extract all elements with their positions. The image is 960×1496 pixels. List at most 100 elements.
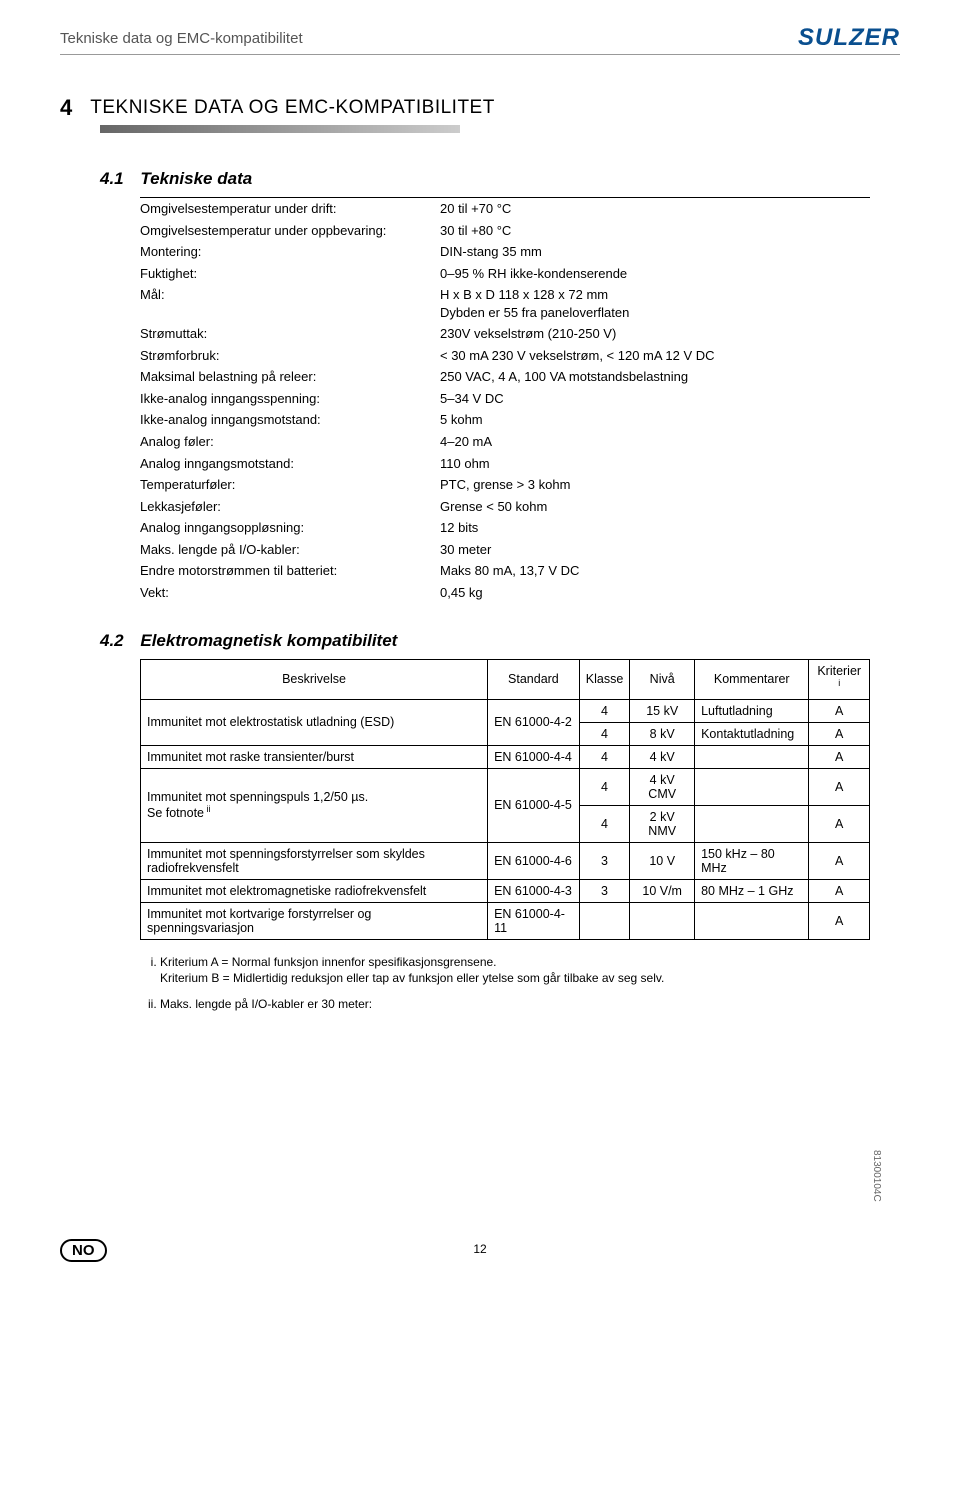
emc-kriterier-cell: A [809,722,870,745]
spec-label: Ikke-analog inngangsmotstand: [140,411,440,429]
emc-row: Immunitet mot spenningspuls 1,2/50 µs.Se… [141,768,870,805]
spec-label: Omgivelsestemperatur under drift: [140,200,440,218]
emc-description-cell: Immunitet mot spenningsforstyrrelser som… [141,842,488,879]
emc-standard-cell: EN 61000-4-11 [488,902,580,939]
spec-value: 230V vekselstrøm (210-250 V) [440,325,870,343]
emc-kommentar-cell: Kontaktutladning [695,722,809,745]
emc-description-cell: Immunitet mot kortvarige forstyrrelser o… [141,902,488,939]
emc-niva-cell: 4 kV CMV [630,768,695,805]
emc-kommentar-cell: 80 MHz – 1 GHz [695,879,809,902]
spec-row: Ikke-analog inngangsspenning:5–34 V DC [140,388,870,410]
emc-header-cell: Kriterier i [809,660,870,699]
emc-niva-cell: 10 V [630,842,695,879]
chapter-heading: 4 TEKNISKE DATA OG EMC-KOMPATIBILITET [60,95,900,121]
emc-row: Immunitet mot raske transienter/burstEN … [141,745,870,768]
spec-row: Vekt:0,45 kg [140,582,870,604]
section-4-2-num: 4.2 [100,631,124,650]
emc-standard-cell: EN 61000-4-4 [488,745,580,768]
spec-label: Fuktighet: [140,265,440,283]
emc-klasse-cell: 4 [579,699,630,722]
document-id: 81300104C [871,1150,882,1202]
emc-klasse-cell: 4 [579,745,630,768]
spec-value: H x B x D 118 x 128 x 72 mmDybden er 55 … [440,286,870,321]
spec-row: Lekkasjeføler:Grense < 50 kohm [140,496,870,518]
emc-standard-cell: EN 61000-4-2 [488,699,580,745]
spec-row: Analog føler:4–20 mA [140,431,870,453]
spec-label: Analog inngangsmotstand: [140,455,440,473]
spec-value: 250 VAC, 4 A, 100 VA motstandsbelastning [440,368,870,386]
emc-kriterier-cell: A [809,745,870,768]
emc-standard-cell: EN 61000-4-5 [488,768,580,842]
spec-row: Analog inngangsoppløsning:12 bits [140,517,870,539]
emc-row: Immunitet mot elektromagnetiske radiofre… [141,879,870,902]
emc-klasse-cell [579,902,630,939]
spec-label: Maks. lengde på I/O-kabler: [140,541,440,559]
spec-label: Analog føler: [140,433,440,451]
emc-kriterier-cell: A [809,699,870,722]
spec-label: Strømuttak: [140,325,440,343]
emc-standard-cell: EN 61000-4-6 [488,842,580,879]
emc-kriterier-cell: A [809,879,870,902]
emc-header-cell: Beskrivelse [141,660,488,699]
spec-value: Maks 80 mA, 13,7 V DC [440,562,870,580]
spec-value: 5 kohm [440,411,870,429]
brand-logo: SULZER [798,24,900,52]
spec-label: Vekt: [140,584,440,602]
emc-niva-cell: 4 kV [630,745,695,768]
header-title: Tekniske data og EMC-kompatibilitet [60,30,303,47]
spec-label: Endre motorstrømmen til batteriet: [140,562,440,580]
spec-value: 30 meter [440,541,870,559]
spec-value: 12 bits [440,519,870,537]
emc-niva-cell: 15 kV [630,699,695,722]
emc-niva-cell [630,902,695,939]
spec-value: 0–95 % RH ikke-kondenserende [440,265,870,283]
emc-kriterier-cell: A [809,805,870,842]
spec-label: Omgivelsestemperatur under oppbevaring: [140,222,440,240]
emc-row: Immunitet mot elektrostatisk utladning (… [141,699,870,722]
emc-kriterier-cell: A [809,902,870,939]
emc-description-cell: Immunitet mot elektrostatisk utladning (… [141,699,488,745]
page-number: 12 [473,1242,486,1256]
spec-row: Omgivelsestemperatur under oppbevaring:3… [140,220,870,242]
emc-header-cell: Nivå [630,660,695,699]
spec-row: Maks. lengde på I/O-kabler:30 meter [140,539,870,561]
emc-compatibility-table: BeskrivelseStandardKlasseNivåKommentarer… [140,659,870,939]
chapter-number: 4 [60,95,72,121]
emc-klasse-cell: 3 [579,879,630,902]
emc-klasse-cell: 4 [579,768,630,805]
spec-value: 30 til +80 °C [440,222,870,240]
footnote-item: Kriterium A = Normal funksjon innenfor s… [160,954,860,986]
emc-klasse-cell: 4 [579,805,630,842]
emc-description-cell: Immunitet mot raske transienter/burst [141,745,488,768]
emc-description-cell: Immunitet mot spenningspuls 1,2/50 µs.Se… [141,768,488,842]
spec-row: Ikke-analog inngangsmotstand:5 kohm [140,409,870,431]
emc-niva-cell: 10 V/m [630,879,695,902]
spec-value: DIN-stang 35 mm [440,243,870,261]
emc-niva-cell: 8 kV [630,722,695,745]
spec-row: Omgivelsestemperatur under drift:20 til … [140,198,870,220]
spec-value: 4–20 mA [440,433,870,451]
gradient-bar-decoration [100,125,460,133]
spec-value: 20 til +70 °C [440,200,870,218]
emc-kriterier-cell: A [809,842,870,879]
spec-row: Maksimal belastning på releer:250 VAC, 4… [140,366,870,388]
spec-row: Endre motorstrømmen til batteriet:Maks 8… [140,560,870,582]
spec-label: Mål: [140,286,440,321]
footnote-item: Maks. lengde på I/O-kabler er 30 meter: [160,996,860,1012]
spec-row: Temperaturføler:PTC, grense > 3 kohm [140,474,870,496]
spec-label: Maksimal belastning på releer: [140,368,440,386]
spec-value: 5–34 V DC [440,390,870,408]
emc-header-cell: Klasse [579,660,630,699]
emc-kommentar-cell [695,902,809,939]
emc-kommentar-cell [695,745,809,768]
spec-label: Temperaturføler: [140,476,440,494]
spec-row: Fuktighet:0–95 % RH ikke-kondenserende [140,263,870,285]
language-badge: NO [60,1239,107,1262]
technical-data-table: Omgivelsestemperatur under drift:20 til … [140,197,870,603]
emc-description-cell: Immunitet mot elektromagnetiske radiofre… [141,879,488,902]
emc-row: Immunitet mot kortvarige forstyrrelser o… [141,902,870,939]
spec-value: 0,45 kg [440,584,870,602]
section-4-1-heading: 4.1 Tekniske data [100,169,900,189]
spec-label: Lekkasjeføler: [140,498,440,516]
section-4-1-num: 4.1 [100,169,124,188]
